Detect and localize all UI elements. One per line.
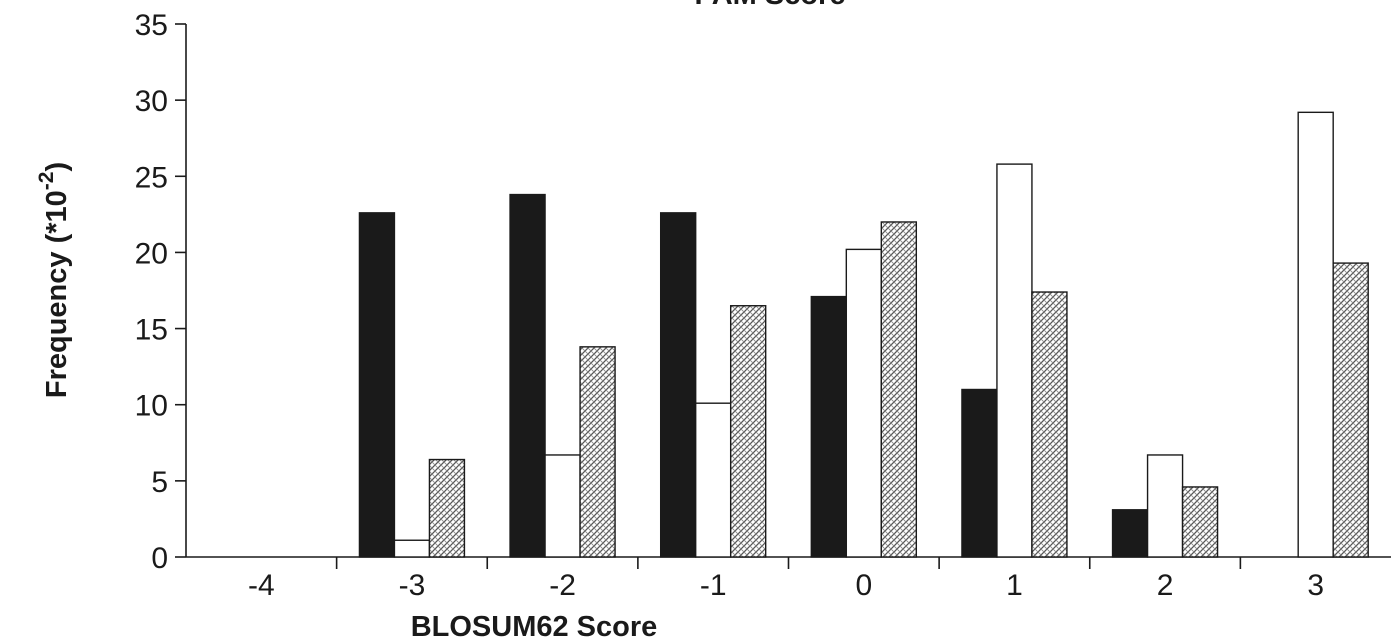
bar-series-1--3	[358, 212, 396, 558]
bar-series-1--2	[509, 193, 546, 558]
x-tick-label: 1	[1006, 569, 1023, 602]
x-tick-label: -4	[248, 569, 275, 602]
bar-series-1--1	[659, 212, 697, 558]
x-tick-label: -2	[549, 569, 576, 602]
bar-series-1-2	[1111, 509, 1149, 558]
x-tick-label: 3	[1307, 569, 1324, 602]
y-tick-label: 25	[135, 161, 168, 194]
x-tick-label: 2	[1157, 569, 1174, 602]
bar-series-2-2	[1146, 454, 1184, 558]
bar-series-2--3	[393, 539, 431, 558]
y-axis-title: Frequency (*10-2)	[35, 162, 73, 398]
bar-series-3-3	[1332, 262, 1369, 558]
y-tick-label: 20	[135, 237, 168, 270]
bar-series-2--1	[694, 402, 732, 558]
bar-series-1-1	[961, 388, 998, 558]
bar-series-3-0	[880, 221, 918, 558]
bar-series-3-1	[1031, 291, 1068, 558]
y-tick-label: 35	[135, 9, 168, 42]
bar-series-1-0	[810, 295, 848, 558]
bar-series-2-1	[996, 163, 1033, 558]
y-axis-title-prefix: Frequency (*10	[41, 190, 73, 398]
y-tick-label: 5	[151, 466, 168, 499]
x-tick-label: 0	[855, 569, 872, 602]
bar-series-3-2	[1181, 486, 1219, 558]
bars	[358, 111, 1369, 558]
x-axis: -4 -3 -2 -1 0 1 2 3	[186, 556, 1391, 602]
bar-series-2-3	[1297, 111, 1334, 558]
y-tick-label: 0	[151, 542, 168, 575]
y-axis: 0 5 10 15 20 25 30 35	[135, 9, 187, 575]
y-axis-title-exponent: -2	[35, 172, 58, 191]
chart-title: PAM Score	[695, 0, 846, 11]
bar-series-2--2	[544, 454, 581, 558]
bar-series-3--2	[579, 346, 616, 558]
y-tick-label: 10	[135, 390, 168, 423]
x-tick-label: -1	[700, 569, 727, 602]
y-axis-title-suffix: )	[41, 162, 73, 172]
bar-series-2-0	[845, 248, 883, 558]
y-tick-label: 15	[135, 314, 168, 347]
y-tick-label: 30	[135, 85, 168, 118]
x-axis-title: BLOSUM62 Score	[411, 611, 658, 642]
bar-series-3--1	[729, 305, 767, 558]
bar-series-3--3	[428, 458, 466, 558]
x-tick-label: -3	[399, 569, 426, 602]
